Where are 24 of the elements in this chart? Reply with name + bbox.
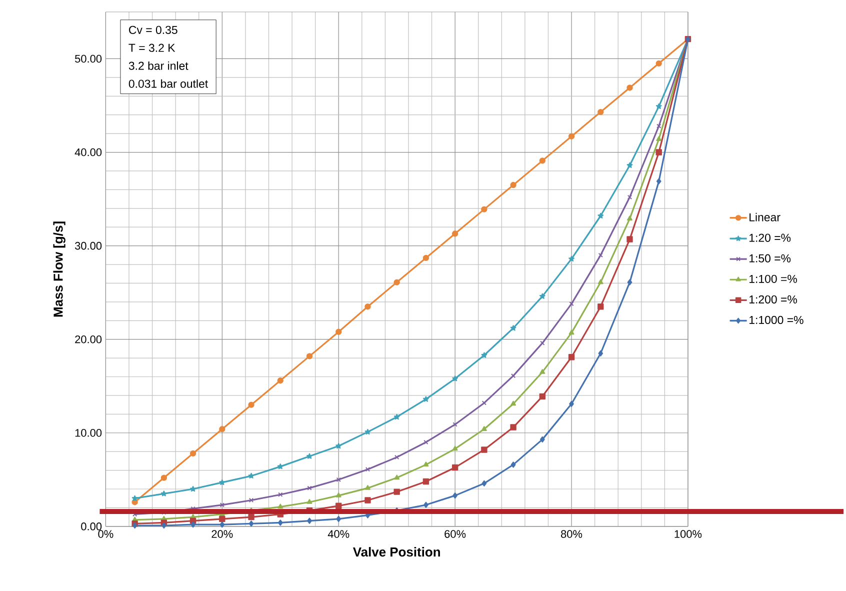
annotation: T = 3.2 K — [128, 44, 176, 52]
x-tick-label: 80% — [561, 530, 582, 538]
x-tick-label: 100% — [674, 530, 702, 538]
y-axis-title: Mass Flow [g/s] — [53, 222, 66, 316]
annotation: Cv = 0.35 — [129, 26, 178, 34]
legend-label: 1:200 =% — [749, 295, 797, 304]
legend-label: 1:1000 =% — [749, 316, 804, 324]
y-tick-label: 50.00 — [75, 54, 102, 63]
legend-label: 1:100 =% — [749, 274, 797, 283]
y-tick-label: 10.00 — [75, 428, 102, 437]
y-tick-label: 0.00 — [81, 522, 102, 530]
x-tick-label: 40% — [328, 530, 350, 538]
y-tick-label: 30.00 — [74, 242, 102, 250]
x-tick-label: 60% — [444, 530, 466, 538]
legend-label: 1:50 =% — [749, 254, 791, 262]
legend-label: 1:20 =% — [749, 234, 791, 242]
y-tick-label: 40.00 — [74, 148, 102, 156]
x-tick-label: 20% — [212, 530, 233, 538]
annotation: 0.031 bar outlet — [128, 79, 208, 88]
x-tick-label: 0% — [98, 530, 114, 538]
annotation: 3.2 bar inlet — [128, 61, 188, 70]
x-axis-title: Valve Position — [352, 546, 440, 556]
legend-label: Linear — [750, 212, 780, 222]
y-tick-label: 20.00 — [75, 335, 102, 344]
